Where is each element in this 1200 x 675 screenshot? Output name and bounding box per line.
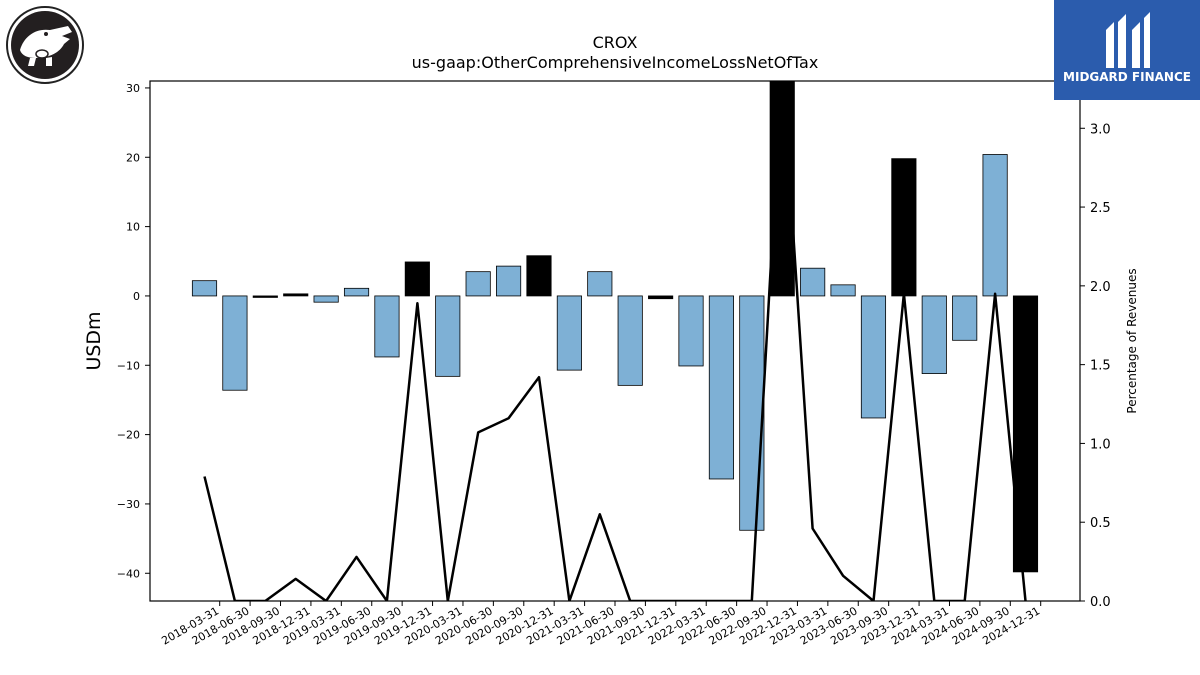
y2-tick-label: 1.0 xyxy=(1090,437,1111,452)
bar-2023-06-30 xyxy=(830,284,856,297)
bar-2021-06-30 xyxy=(587,271,613,297)
y-tick-label: 0 xyxy=(133,290,140,303)
y-tick-label: 10 xyxy=(126,221,140,234)
y-axis-label: USDm xyxy=(83,311,105,370)
bar-2020-12-31 xyxy=(526,255,552,297)
y2-tick-label: 2.5 xyxy=(1090,201,1111,216)
y2-tick-label: 2.0 xyxy=(1090,280,1111,295)
bar-2022-06-30 xyxy=(708,295,734,480)
y-tick-label: 20 xyxy=(126,151,140,164)
bar-2021-03-31 xyxy=(556,295,582,371)
bar-2024-12-31 xyxy=(1012,295,1039,573)
percentage-line xyxy=(203,81,1027,601)
bar-2019-03-31 xyxy=(313,295,339,303)
bar-2024-09-30 xyxy=(982,154,1008,297)
bar-2019-09-30 xyxy=(374,295,400,358)
bar-2024-03-31 xyxy=(921,295,947,374)
y-tick-label: 30 xyxy=(126,82,140,95)
bar-2023-09-30 xyxy=(860,295,887,419)
bar-2023-12-31 xyxy=(891,158,917,297)
brand-badge: MIDGARD FINANCE xyxy=(1054,0,1200,100)
bar-2024-06-30 xyxy=(952,295,978,341)
bar-2022-03-31 xyxy=(678,295,704,367)
bar-2019-06-30 xyxy=(343,287,370,297)
bar-2023-03-31 xyxy=(800,267,826,297)
bar-2020-06-30 xyxy=(465,271,491,297)
bar-2018-09-30 xyxy=(252,295,278,298)
bar-2018-12-31 xyxy=(283,293,309,297)
bar-group xyxy=(191,81,1039,573)
line-group xyxy=(203,81,1027,601)
crocodile-logo-icon xyxy=(6,6,84,84)
bar-2018-06-30 xyxy=(222,295,248,391)
company-logo xyxy=(6,6,84,84)
axes-group: −40 −30 −20 −10 0 10 20 30 0.0 0.5 1.0 1.5 2.0 2.5 3.0… xyxy=(117,80,1111,648)
y2-axis-label: Percentage of Revenues xyxy=(1125,268,1139,413)
y2-tick-label: 1.5 xyxy=(1090,359,1111,374)
y-tick-label: −20 xyxy=(117,429,140,442)
y-tick-label: −40 xyxy=(117,567,140,580)
y2-tick-label: 0.5 xyxy=(1090,516,1111,531)
chart-title: CROX xyxy=(593,33,638,52)
bar-2020-03-31 xyxy=(435,295,461,377)
midgard-mark-icon xyxy=(1106,12,1150,68)
bar-2021-09-30 xyxy=(617,295,643,386)
y-tick-label: −30 xyxy=(117,498,140,511)
brand-name: MIDGARD FINANCE xyxy=(1063,70,1191,84)
bar-2019-12-31 xyxy=(404,261,430,297)
chart-subtitle: us-gaap:OtherComprehensiveIncomeLossNetO… xyxy=(412,53,819,72)
y2-tick-label: 0.0 xyxy=(1090,595,1111,610)
bar-2018-03-31 xyxy=(191,280,218,297)
y2-tick-label: 3.0 xyxy=(1090,122,1111,137)
y-tick-label: −10 xyxy=(117,359,140,372)
bar-2020-09-30 xyxy=(496,265,522,297)
bar-2021-12-31 xyxy=(648,295,674,300)
bar-2022-09-30 xyxy=(739,295,765,531)
